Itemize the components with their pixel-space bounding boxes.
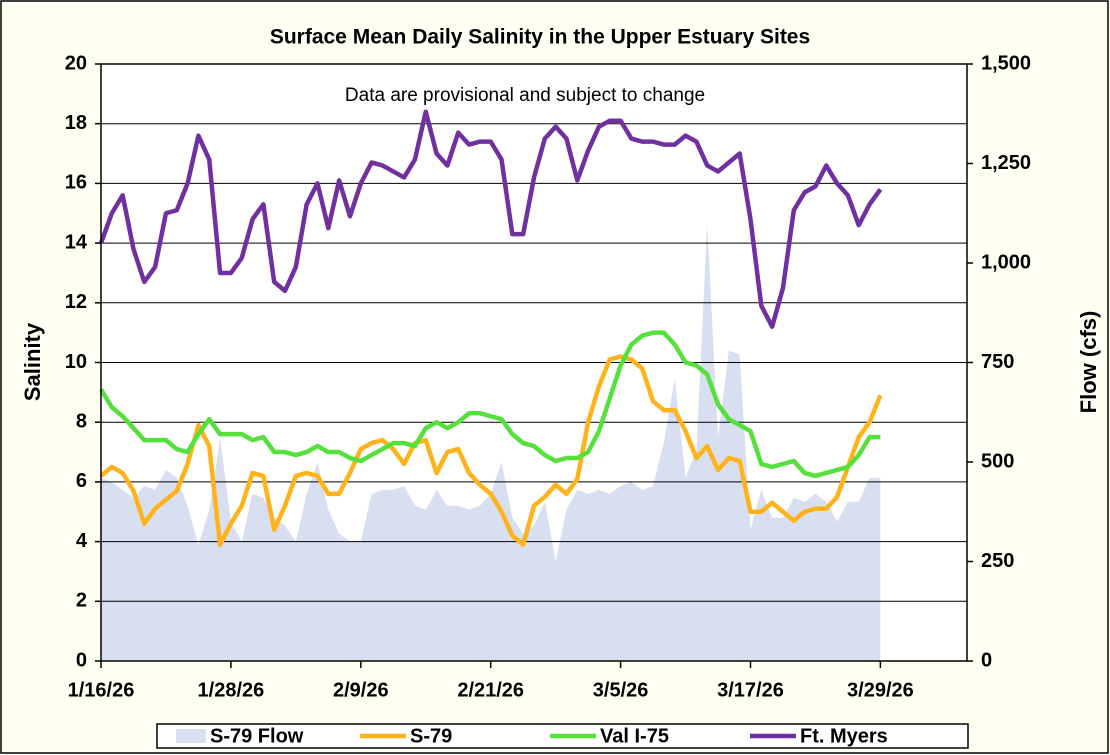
chart-title: Surface Mean Daily Salinity in the Upper… bbox=[270, 26, 810, 49]
y-tick-label: 6 bbox=[76, 470, 87, 492]
annotation: Data are provisional and subject to chan… bbox=[345, 85, 705, 106]
x-tick-label: 3/5/26 bbox=[593, 679, 649, 701]
series-line bbox=[98, 109, 883, 329]
y-tick-label: 8 bbox=[76, 410, 87, 432]
y2-tick-label: 1,500 bbox=[981, 52, 1031, 74]
series-line bbox=[99, 330, 881, 479]
y-tick-label: 12 bbox=[65, 291, 87, 313]
series-line bbox=[99, 354, 883, 547]
y-tick-label: 4 bbox=[76, 530, 88, 552]
legend-label: S-79 Flow bbox=[210, 725, 304, 747]
y2-tick-label: 500 bbox=[981, 450, 1014, 472]
x-tick-label: 2/21/26 bbox=[457, 679, 524, 701]
y2-tick-label: 1,250 bbox=[981, 152, 1031, 174]
y-tick-label: 2 bbox=[76, 590, 87, 612]
y2-tick-label: 0 bbox=[981, 649, 992, 671]
y2-tick-label: 750 bbox=[981, 351, 1014, 373]
legend-label: Val I-75 bbox=[600, 725, 669, 747]
legend-label: S-79 bbox=[410, 725, 452, 747]
y-tick-label: 10 bbox=[65, 351, 87, 373]
y-tick-label: 18 bbox=[65, 112, 87, 134]
x-tick-label: 2/9/26 bbox=[333, 679, 389, 701]
y-axis-title: Salinity bbox=[20, 322, 45, 401]
y-tick-label: 16 bbox=[65, 172, 87, 194]
y-tick-label: 20 bbox=[65, 52, 87, 74]
legend-swatch bbox=[176, 729, 206, 743]
y-tick-label: 14 bbox=[65, 231, 88, 253]
y2-axis-title: Flow (cfs) bbox=[1076, 311, 1101, 414]
legend-label: Ft. Myers bbox=[800, 725, 888, 747]
x-tick-label: 3/29/26 bbox=[847, 679, 914, 701]
x-tick-label: 3/17/26 bbox=[717, 679, 784, 701]
flow-area bbox=[101, 223, 881, 661]
y-tick-label: 0 bbox=[76, 649, 87, 671]
y2-tick-label: 250 bbox=[981, 550, 1014, 572]
y2-tick-label: 1,000 bbox=[981, 251, 1031, 273]
x-tick-label: 1/16/26 bbox=[68, 679, 135, 701]
x-tick-label: 1/28/26 bbox=[198, 679, 265, 701]
